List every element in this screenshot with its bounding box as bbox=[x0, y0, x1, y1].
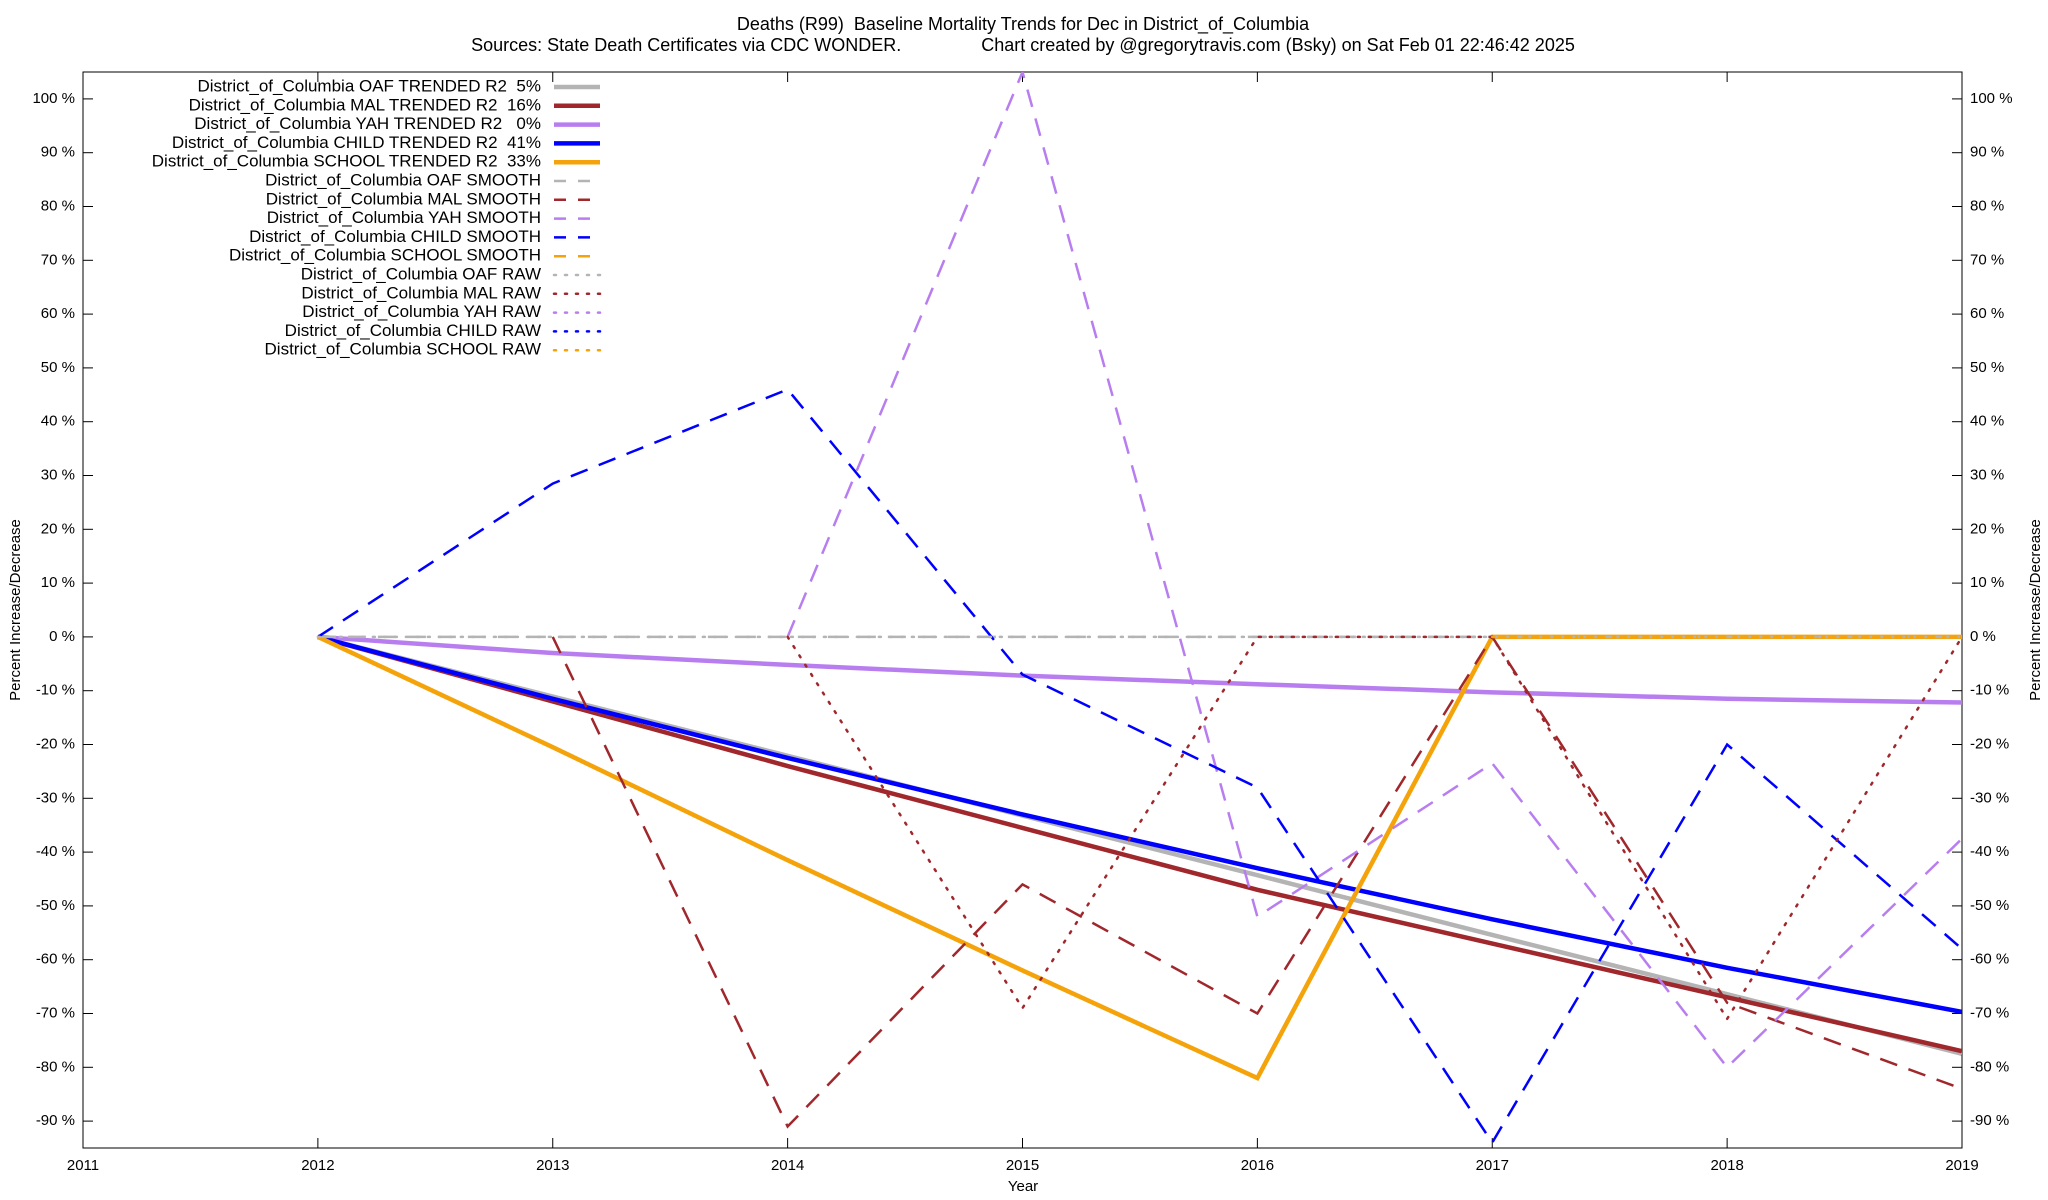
y-tick-label: 80 % bbox=[41, 197, 75, 214]
series-line bbox=[317, 634, 1962, 1054]
y-axis-label: Percent Increase/Decrease bbox=[7, 519, 24, 701]
y-tick-label: -60 % bbox=[36, 951, 75, 968]
x-tick-label: 2015 bbox=[1006, 1157, 1039, 1174]
legend-label: District_of_Columbia YAH RAW bbox=[302, 302, 541, 321]
y2-tick-label: 100 % bbox=[1970, 90, 2013, 107]
legend-label: District_of_Columbia CHILD TRENDED R2 41… bbox=[172, 133, 541, 152]
y2-tick-label: -80 % bbox=[1970, 1058, 2009, 1075]
x-tick-label: 2016 bbox=[1241, 1157, 1274, 1174]
y-tick-label: -70 % bbox=[36, 1004, 75, 1021]
y-tick-label: 50 % bbox=[41, 359, 75, 376]
y2-tick-label: 10 % bbox=[1970, 574, 2004, 591]
x-tick-label: 2012 bbox=[301, 1157, 334, 1174]
series-line bbox=[317, 634, 1962, 705]
y2-tick-label: -30 % bbox=[1970, 789, 2009, 806]
x-tick-label: 2019 bbox=[1945, 1157, 1978, 1174]
y-tick-label: 10 % bbox=[41, 574, 75, 591]
series-line bbox=[317, 387, 1962, 1145]
y-tick-label: -30 % bbox=[36, 789, 75, 806]
legend-label: District_of_Columbia OAF SMOOTH bbox=[265, 170, 541, 189]
legend-label: District_of_Columbia CHILD RAW bbox=[285, 321, 541, 340]
y-tick-label: 40 % bbox=[41, 413, 75, 430]
y2-tick-label: 80 % bbox=[1970, 197, 2004, 214]
y2-tick-label: 90 % bbox=[1970, 144, 2004, 161]
series-line bbox=[551, 634, 1962, 1129]
y2-tick-label: -20 % bbox=[1970, 735, 2009, 752]
y2-tick-label: 20 % bbox=[1970, 520, 2004, 537]
y2-tick-label: -40 % bbox=[1970, 843, 2009, 860]
y2-tick-label: -90 % bbox=[1970, 1112, 2009, 1129]
y-tick-label: 20 % bbox=[41, 520, 75, 537]
y2-tick-label: 60 % bbox=[1970, 305, 2004, 322]
legend-label: District_of_Columbia YAH TRENDED R2 0% bbox=[194, 114, 541, 133]
y2-tick-label: -50 % bbox=[1970, 897, 2009, 914]
y-tick-label: -80 % bbox=[36, 1058, 75, 1075]
y2-tick-label: 40 % bbox=[1970, 413, 2004, 430]
x-tick-label: 2014 bbox=[771, 1157, 804, 1174]
series-line bbox=[317, 634, 1962, 1015]
legend-label: District_of_Columbia OAF RAW bbox=[301, 264, 541, 283]
y2-tick-label: 70 % bbox=[1970, 251, 2004, 268]
x-tick-label: 2017 bbox=[1476, 1157, 1509, 1174]
y2-tick-label: -60 % bbox=[1970, 951, 2009, 968]
y2-tick-label: 30 % bbox=[1970, 466, 2004, 483]
legend-label: District_of_Columbia CHILD SMOOTH bbox=[249, 227, 541, 246]
y-tick-label: 0 % bbox=[49, 628, 75, 645]
y2-tick-label: 50 % bbox=[1970, 359, 2004, 376]
y-tick-label: 60 % bbox=[41, 305, 75, 322]
y2-tick-label: -70 % bbox=[1970, 1004, 2009, 1021]
x-tick-label: 2013 bbox=[536, 1157, 569, 1174]
legend-label: District_of_Columbia MAL RAW bbox=[301, 283, 541, 302]
chart-title: Deaths (R99) Baseline Mortality Trends f… bbox=[737, 14, 1310, 35]
series-line bbox=[786, 72, 1962, 1070]
series-line bbox=[786, 635, 1962, 1022]
chart-subtitle: Sources: State Death Certificates via CD… bbox=[471, 35, 1575, 55]
x-tick-label: 2018 bbox=[1710, 1157, 1743, 1174]
y2-axis-label: Percent Increase/Decrease bbox=[2027, 519, 2044, 701]
y-tick-label: -90 % bbox=[36, 1112, 75, 1129]
y-tick-label: -50 % bbox=[36, 897, 75, 914]
y-tick-label: -10 % bbox=[36, 682, 75, 699]
legend-label: District_of_Columbia MAL TRENDED R2 16% bbox=[189, 95, 541, 114]
legend-label: District_of_Columbia SCHOOL RAW bbox=[265, 340, 541, 359]
legend-label: District_of_Columbia SCHOOL TRENDED R2 3… bbox=[152, 152, 541, 171]
legend-label: District_of_Columbia SCHOOL SMOOTH bbox=[229, 246, 541, 265]
y-tick-label: 70 % bbox=[41, 251, 75, 268]
y-tick-label: 100 % bbox=[32, 90, 75, 107]
x-tick-label: 2011 bbox=[67, 1157, 99, 1174]
y2-tick-label: -10 % bbox=[1970, 682, 2009, 699]
legend-label: District_of_Columbia MAL SMOOTH bbox=[266, 189, 541, 208]
y-tick-label: 30 % bbox=[41, 466, 75, 483]
y-tick-label: -20 % bbox=[36, 735, 75, 752]
x-axis-label: Year bbox=[1008, 1178, 1038, 1195]
y-tick-label: -40 % bbox=[36, 843, 75, 860]
y-tick-label: 90 % bbox=[41, 144, 75, 161]
legend-label: District_of_Columbia OAF TRENDED R2 5% bbox=[197, 76, 541, 95]
legend-label: District_of_Columbia YAH SMOOTH bbox=[267, 208, 541, 227]
y2-tick-label: 0 % bbox=[1970, 628, 1996, 645]
